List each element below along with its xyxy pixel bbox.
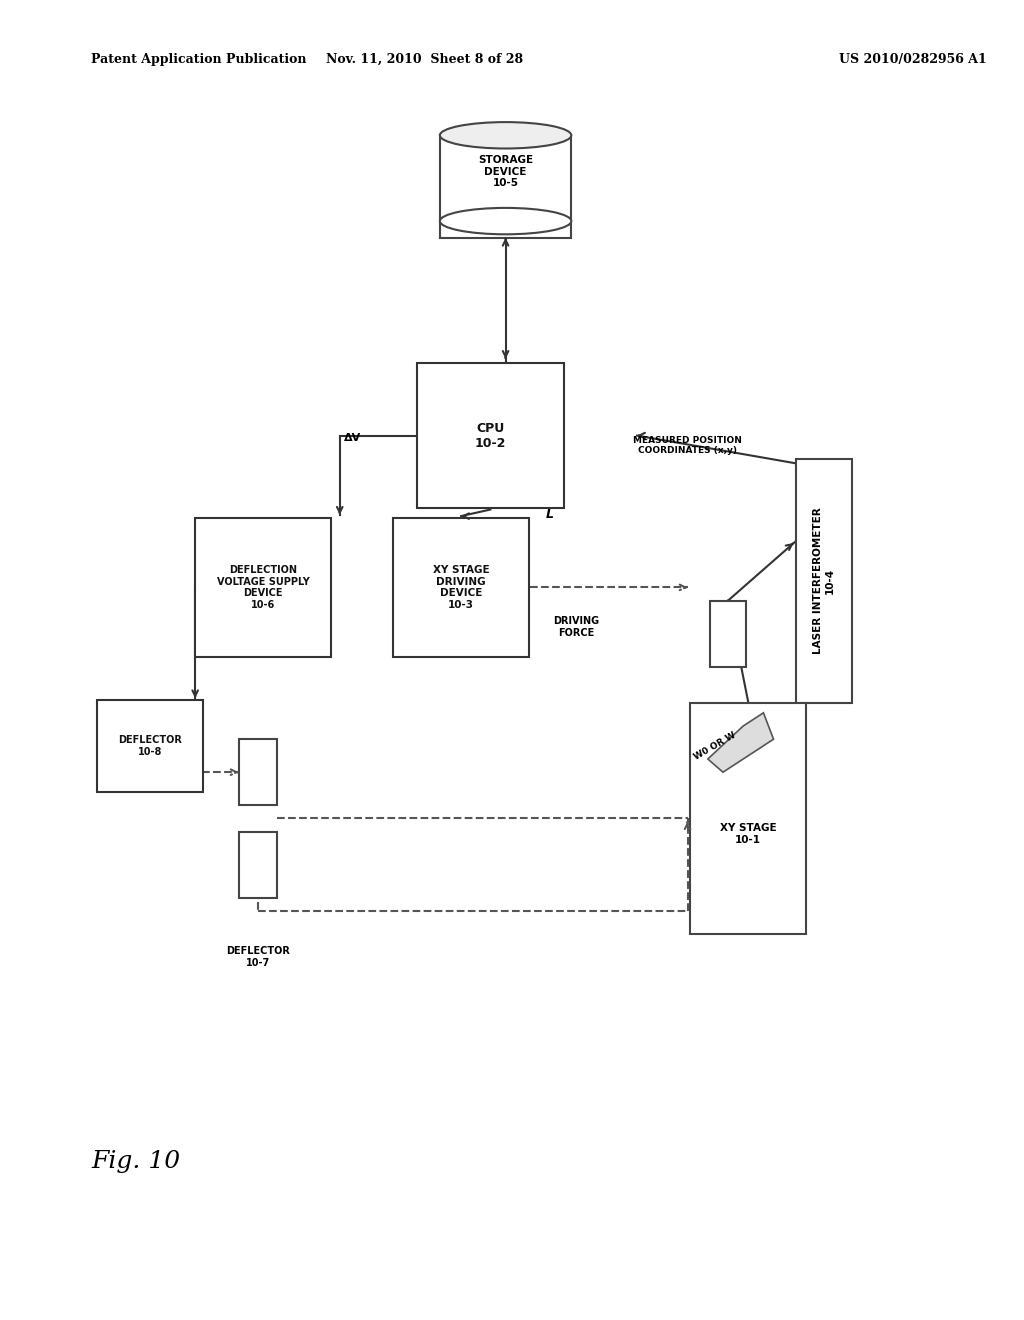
FancyBboxPatch shape	[239, 832, 278, 898]
FancyBboxPatch shape	[711, 601, 745, 667]
Ellipse shape	[440, 121, 571, 149]
FancyBboxPatch shape	[797, 458, 852, 702]
FancyBboxPatch shape	[417, 363, 564, 508]
FancyBboxPatch shape	[690, 704, 807, 935]
Text: DEFLECTOR
10-7: DEFLECTOR 10-7	[226, 946, 290, 968]
Text: DEFLECTION
VOLTAGE SUPPLY
DEVICE
10-6: DEFLECTION VOLTAGE SUPPLY DEVICE 10-6	[216, 565, 309, 610]
Text: XY STAGE
DRIVING
DEVICE
10-3: XY STAGE DRIVING DEVICE 10-3	[433, 565, 489, 610]
Text: Fig. 10: Fig. 10	[91, 1150, 180, 1173]
FancyBboxPatch shape	[393, 517, 529, 656]
Text: MEASURED POSITION
COORDINATES (x,y): MEASURED POSITION COORDINATES (x,y)	[633, 436, 742, 455]
FancyBboxPatch shape	[440, 135, 571, 238]
Text: Patent Application Publication: Patent Application Publication	[91, 53, 306, 66]
Text: CPU
10-2: CPU 10-2	[475, 421, 506, 450]
Polygon shape	[708, 713, 773, 772]
Text: XY STAGE
10-1: XY STAGE 10-1	[720, 824, 776, 845]
FancyBboxPatch shape	[239, 739, 278, 805]
Text: US 2010/0282956 A1: US 2010/0282956 A1	[840, 53, 987, 66]
Text: STORAGE
DEVICE
10-5: STORAGE DEVICE 10-5	[478, 154, 534, 189]
Text: W0 OR W: W0 OR W	[692, 730, 737, 762]
Text: DRIVING
FORCE: DRIVING FORCE	[553, 616, 599, 638]
FancyBboxPatch shape	[96, 700, 203, 792]
Text: DEFLECTOR
10-8: DEFLECTOR 10-8	[118, 735, 181, 756]
Text: ΔV: ΔV	[344, 433, 361, 444]
Text: Nov. 11, 2010  Sheet 8 of 28: Nov. 11, 2010 Sheet 8 of 28	[326, 53, 523, 66]
Text: L: L	[546, 508, 554, 521]
Text: LASER INTERFEROMETER
10-4: LASER INTERFEROMETER 10-4	[813, 507, 835, 655]
Ellipse shape	[440, 209, 571, 235]
FancyBboxPatch shape	[195, 517, 331, 656]
